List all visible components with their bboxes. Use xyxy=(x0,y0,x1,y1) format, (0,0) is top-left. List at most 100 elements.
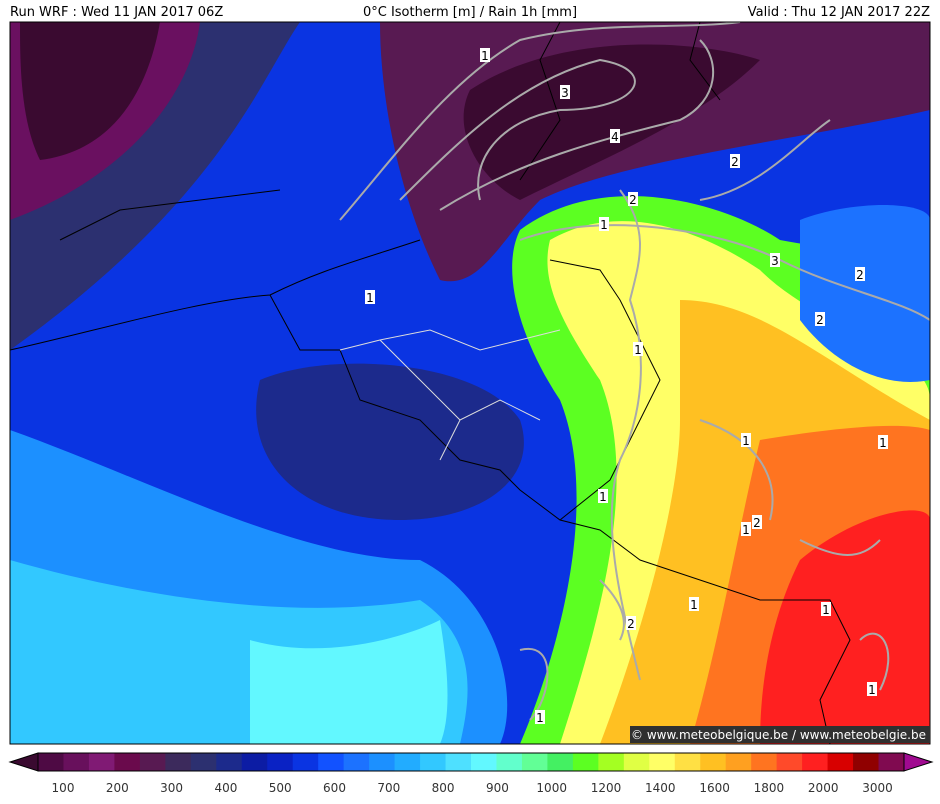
colorbar-label: 1600 xyxy=(699,781,730,795)
colorbar-swatch xyxy=(802,753,829,771)
contour-label: 1 xyxy=(822,603,830,617)
colorbar-swatch xyxy=(521,753,548,771)
colorbar-swatch xyxy=(878,753,905,771)
contour-label-box xyxy=(878,435,888,449)
colorbar-swatch xyxy=(623,753,650,771)
contour-label-box xyxy=(821,602,831,616)
contour-label-box xyxy=(633,342,643,356)
colorbar-frame xyxy=(37,752,905,772)
colorbar-swatch xyxy=(649,753,676,771)
colorbar-swatch xyxy=(139,753,166,771)
colorbar-swatch xyxy=(496,753,523,771)
colorbar-arrow-right xyxy=(903,752,934,772)
contour-label-box xyxy=(730,154,740,168)
colorbar: 100 200 300 400 500 600 700 800 900 1000 1200 1400 1… xyxy=(8,752,934,795)
contour-label: 1 xyxy=(481,49,489,63)
contour-label-box xyxy=(626,616,636,630)
contour-label: 2 xyxy=(731,155,739,169)
contour-label: 3 xyxy=(771,254,779,268)
contour-label-box xyxy=(689,597,699,611)
contour-label: 1 xyxy=(742,523,750,537)
contour-label-box xyxy=(741,433,751,447)
colorbar-swatch xyxy=(827,753,854,771)
contour-label: 3 xyxy=(561,86,569,100)
contour-label-box xyxy=(610,129,620,143)
contour-label-box xyxy=(855,267,865,281)
contour-label: 2 xyxy=(816,313,824,327)
colorbar-swatch xyxy=(700,753,727,771)
colorbar-label: 600 xyxy=(323,781,346,795)
contour-label-box xyxy=(535,710,545,724)
contour-label: 1 xyxy=(634,343,642,357)
colorbar-swatch xyxy=(267,753,294,771)
colorbar-label: 100 xyxy=(52,781,75,795)
contour-label-box xyxy=(599,217,609,231)
colorbar-swatch xyxy=(292,753,319,771)
colorbar-swatch xyxy=(471,753,497,771)
colorbar-swatch xyxy=(369,753,396,771)
contour-label: 1 xyxy=(600,218,608,232)
colorbar-swatch xyxy=(725,753,752,771)
contour-label-box xyxy=(480,48,490,62)
contour-label-box xyxy=(628,192,638,206)
contour-label: 1 xyxy=(742,434,750,448)
contour-label-box xyxy=(752,515,762,529)
watermark-box xyxy=(630,726,930,743)
contour-label: 1 xyxy=(599,490,607,504)
colorbar-swatch xyxy=(216,753,243,771)
map xyxy=(9,21,931,745)
colorbar-swatch xyxy=(598,753,625,771)
colorbar-arrow-left xyxy=(8,752,39,772)
contour-label-box xyxy=(560,85,570,99)
colorbar-swatch xyxy=(853,753,880,771)
contour-label: 2 xyxy=(753,516,761,530)
contour-label: 1 xyxy=(536,711,544,725)
colorbar-swatch xyxy=(343,753,370,771)
colorbar-label: 400 xyxy=(214,781,237,795)
contour-label-box xyxy=(598,489,608,503)
contour-label-box xyxy=(365,290,375,304)
contour-label-box xyxy=(815,312,825,326)
colorbar-swatch xyxy=(63,753,90,771)
colorbar-label: 1200 xyxy=(591,781,622,795)
colorbar-swatch xyxy=(38,753,64,771)
contour-label: 2 xyxy=(627,617,635,631)
colorbar-label: 3000 xyxy=(862,781,893,795)
colorbar-label: 2000 xyxy=(808,781,839,795)
colorbar-label: 700 xyxy=(377,781,400,795)
colorbar-label: 1800 xyxy=(754,781,785,795)
run-label: Run WRF : Wed 11 JAN 2017 06Z xyxy=(10,5,223,20)
contour-label-box xyxy=(867,682,877,696)
colorbar-swatch xyxy=(751,753,778,771)
colorbar-label: 300 xyxy=(160,781,183,795)
colorbar-swatch xyxy=(445,753,472,771)
contour-label: 1 xyxy=(879,436,887,450)
colorbar-swatch xyxy=(394,753,421,771)
contour-label: 1 xyxy=(868,683,876,697)
contour-label: 2 xyxy=(856,268,864,282)
colorbar-label: 900 xyxy=(486,781,509,795)
colorbar-swatch xyxy=(165,753,192,771)
colorbar-label: 500 xyxy=(269,781,292,795)
colorbar-swatch xyxy=(190,753,217,771)
colorbar-swatch xyxy=(572,753,599,771)
colorbar-swatch xyxy=(420,753,447,771)
contour-label: 2 xyxy=(629,193,637,207)
colorbar-swatch xyxy=(88,753,115,771)
map-title: 0°C Isotherm [m] / Rain 1h [mm] xyxy=(363,5,577,20)
colorbar-swatch xyxy=(547,753,574,771)
valid-label: Valid : Thu 12 JAN 2017 22Z xyxy=(748,5,930,20)
colorbar-label: 1400 xyxy=(645,781,676,795)
watermark: © www.meteobelgique.be / www.meteobelgie… xyxy=(631,728,926,742)
colorbar-label: 800 xyxy=(432,781,455,795)
colorbar-swatch xyxy=(114,753,141,771)
contour-label: 4 xyxy=(611,130,619,144)
contour-label: 1 xyxy=(690,598,698,612)
colorbar-swatch xyxy=(674,753,701,771)
colorbar-label: 200 xyxy=(106,781,129,795)
contour-label-box xyxy=(770,253,780,267)
contour-label-box xyxy=(741,522,751,536)
contour-label: 1 xyxy=(366,291,374,305)
colorbar-swatch xyxy=(776,753,803,771)
